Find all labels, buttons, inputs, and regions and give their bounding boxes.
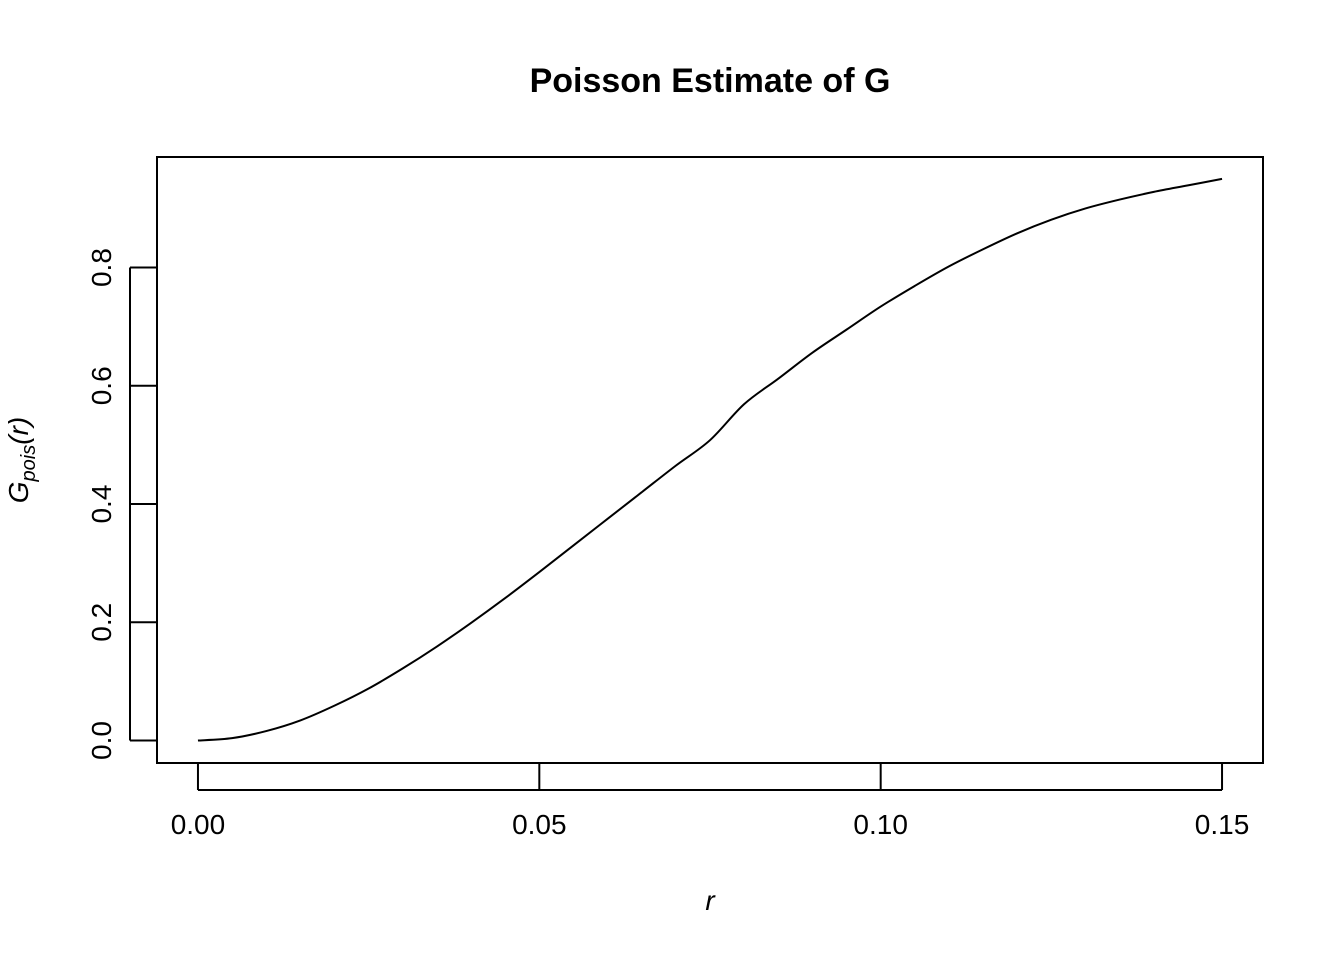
y-tick-label: 0.4 <box>86 485 117 524</box>
y-axis-label: Gpois(r) <box>3 417 40 503</box>
y-axis: 0.0 0.2 0.4 0.6 0.8 <box>86 248 156 760</box>
series-line <box>197 177 1223 742</box>
y-tick-label: 0.8 <box>86 248 117 287</box>
x-tick-label: 0.05 <box>512 809 567 840</box>
y-tick-label: 0.0 <box>86 721 117 760</box>
x-axis-label: r <box>705 885 716 916</box>
x-tick-label: 0.15 <box>1195 809 1250 840</box>
chart-title: Poisson Estimate of G <box>530 62 891 100</box>
x-axis: 0.00 0.05 0.10 0.15 <box>171 764 1250 840</box>
y-tick-label: 0.2 <box>86 603 117 642</box>
y-axis-label-subscript: pois <box>18 445 40 483</box>
plot-frame <box>156 156 1264 764</box>
y-axis-label-base: G <box>3 481 34 503</box>
y-axis-label-suffix: (r) <box>3 417 34 445</box>
x-tick-label: 0.10 <box>853 809 908 840</box>
y-tick-label: 0.6 <box>86 366 117 405</box>
x-tick-label: 0.00 <box>171 809 226 840</box>
